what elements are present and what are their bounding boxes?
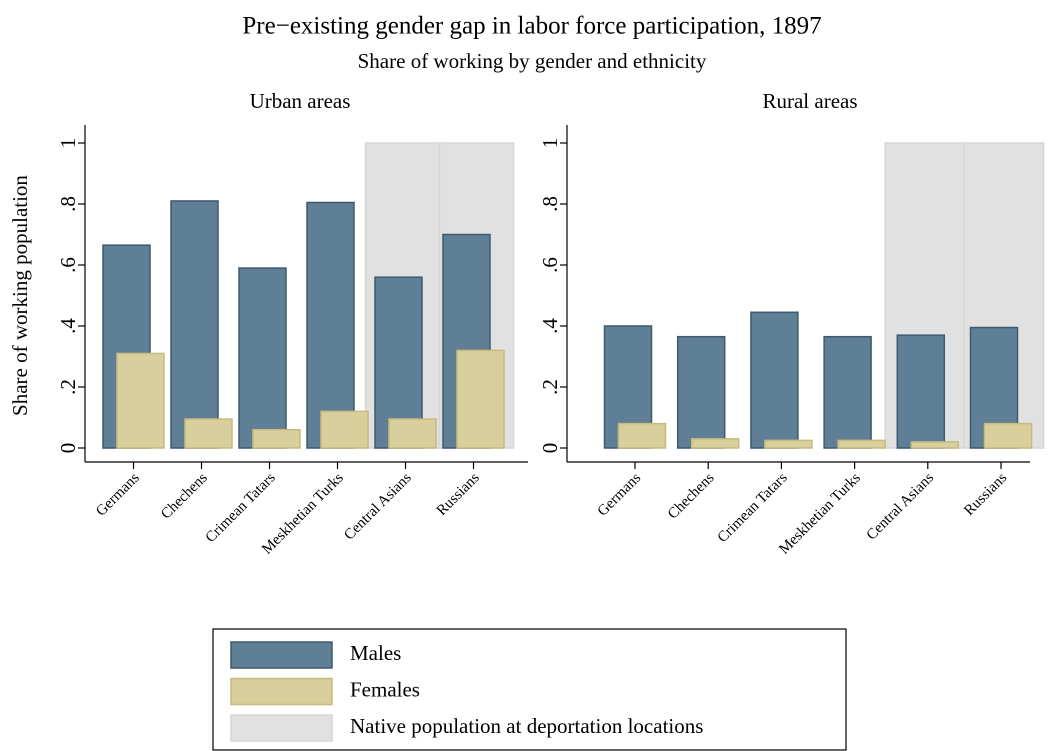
legend-label: Native population at deportation locatio… [350, 714, 703, 738]
male-bar [896, 334, 946, 449]
female-bar [983, 422, 1033, 449]
y-tick-label: .4 [538, 318, 562, 334]
x-tick-label: Germans [595, 470, 645, 520]
y-tick-label: 0 [538, 443, 562, 454]
y-tick-label: .4 [56, 318, 80, 334]
male-bar [823, 335, 872, 449]
legend-label: Females [350, 677, 420, 701]
y-tick-label: 1 [538, 138, 562, 149]
female-bar [116, 352, 165, 449]
x-tick-label: Central Asians [864, 470, 938, 544]
x-tick-label: Chechens [158, 470, 211, 523]
female-bar [617, 422, 667, 449]
male-bar [170, 200, 219, 449]
y-tick-label: .6 [538, 257, 562, 273]
y-tick-label: .8 [56, 196, 80, 212]
male-bar [750, 311, 799, 449]
x-tick-label: Crimean Tatars [203, 470, 279, 546]
panel-title: Rural areas [762, 89, 857, 113]
x-tick-label: Germans [93, 470, 143, 520]
y-axis-label: Share of working population [8, 175, 32, 416]
y-tick-label: .8 [538, 196, 562, 212]
x-tick-label: Central Asians [341, 470, 415, 544]
female-bar [184, 418, 233, 449]
y-tick-label: 0 [56, 443, 80, 454]
x-tick-label: Russians [961, 470, 1010, 519]
panel-title: Urban areas [250, 89, 351, 113]
male-bar [676, 335, 726, 449]
female-bar [252, 428, 301, 449]
legend-swatch [230, 714, 333, 742]
female-bar [764, 439, 813, 449]
female-bar [837, 439, 886, 449]
y-tick-label: .2 [56, 379, 80, 395]
female-bar [690, 438, 740, 449]
chart-title: Pre−existing gender gap in labor force p… [242, 13, 821, 40]
x-tick-label: Meskhetian Turks [776, 470, 864, 558]
y-tick-label: .6 [56, 257, 80, 273]
female-bar [388, 418, 437, 449]
y-tick-label: 1 [56, 138, 80, 149]
legend-swatch [230, 677, 333, 706]
x-tick-label: Russians [434, 470, 483, 519]
legend-swatch [230, 641, 333, 669]
chart-subtitle: Share of working by gender and ethnicity [358, 49, 707, 73]
x-tick-label: Chechens [665, 470, 718, 523]
y-tick-label: .2 [538, 379, 562, 395]
female-bar [320, 410, 369, 449]
male-bar [238, 267, 287, 449]
female-bar [456, 349, 505, 449]
female-bar [910, 441, 960, 449]
legend-label: Males [350, 641, 401, 665]
x-tick-label: Crimean Tatars [715, 470, 791, 546]
